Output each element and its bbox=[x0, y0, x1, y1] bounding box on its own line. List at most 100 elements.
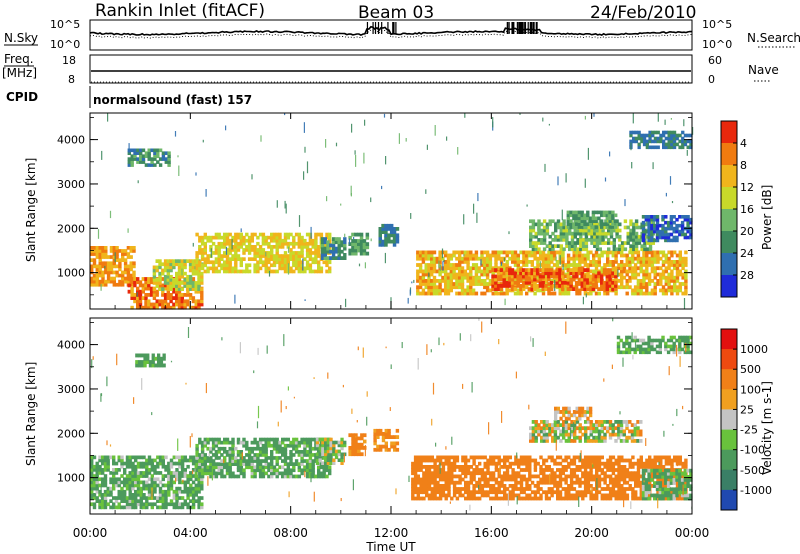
heatmap-cell bbox=[289, 450, 293, 454]
heatmap-cell bbox=[239, 238, 243, 243]
heatmap-cell bbox=[480, 455, 485, 460]
heatmap-cell bbox=[489, 471, 493, 476]
heatmap-cell bbox=[178, 489, 182, 494]
heatmap-cell bbox=[656, 256, 660, 261]
heatmap-cell bbox=[231, 456, 235, 460]
heatmap-cell bbox=[138, 302, 143, 307]
heatmap-cell bbox=[497, 461, 501, 466]
heatmap-cell bbox=[203, 465, 207, 470]
heatmap-cell bbox=[637, 133, 641, 138]
heatmap-cell bbox=[555, 277, 559, 282]
heatmap-cell bbox=[117, 502, 121, 507]
heatmap-speckle bbox=[477, 193, 479, 202]
heatmap-cell bbox=[139, 502, 143, 507]
heatmap-cell bbox=[183, 262, 187, 267]
heatmap-cell bbox=[169, 486, 174, 491]
heatmap-cell bbox=[636, 253, 641, 258]
heatmap-cell bbox=[379, 444, 383, 449]
heatmap-cell bbox=[281, 238, 285, 243]
heatmap-cell bbox=[651, 145, 655, 150]
heatmap-cell bbox=[275, 260, 279, 265]
heatmap-cell bbox=[270, 238, 274, 243]
heatmap-cell bbox=[197, 305, 201, 310]
heatmap-cell bbox=[550, 458, 554, 463]
heatmap-cell bbox=[303, 437, 307, 442]
heatmap-cell bbox=[147, 483, 152, 488]
heatmap-cell bbox=[513, 271, 517, 276]
heatmap-cell bbox=[118, 258, 122, 262]
heatmap-cell bbox=[640, 247, 644, 252]
heatmap-cell bbox=[294, 446, 299, 451]
heatmap-cell bbox=[511, 493, 515, 498]
heatmap-cell bbox=[561, 260, 565, 264]
heatmap-cell bbox=[133, 157, 137, 161]
heatmap-cell bbox=[275, 437, 279, 442]
heatmap-cell bbox=[569, 213, 573, 218]
heatmap-cell bbox=[167, 502, 171, 507]
heatmap-cell bbox=[264, 443, 268, 448]
heatmap-cell bbox=[141, 289, 145, 294]
heatmap-cell bbox=[466, 256, 470, 261]
heatmap-cell bbox=[156, 505, 160, 510]
heatmap-cell bbox=[155, 305, 159, 310]
heatmap-cell bbox=[275, 269, 279, 274]
heatmap-cell bbox=[183, 502, 187, 507]
heatmap-cell bbox=[633, 269, 638, 274]
heatmap-cell bbox=[106, 489, 110, 494]
heatmap-cell bbox=[612, 241, 616, 245]
heatmap-cell bbox=[231, 440, 235, 445]
heatmap-cell bbox=[270, 257, 274, 261]
heatmap-cell bbox=[217, 437, 221, 442]
heatmap-cell bbox=[558, 484, 563, 488]
heatmap-cell bbox=[689, 142, 693, 147]
heatmap-cell bbox=[101, 499, 105, 503]
heatmap-cell bbox=[533, 461, 538, 466]
heatmap-cell bbox=[211, 269, 216, 274]
heatmap-cell bbox=[595, 238, 600, 242]
heatmap-cell bbox=[637, 136, 641, 141]
heatmap-cell bbox=[326, 437, 330, 442]
heatmap-cell bbox=[491, 474, 496, 479]
heatmap-cell bbox=[569, 487, 574, 491]
heatmap-cell bbox=[447, 471, 451, 476]
heatmap-speckle bbox=[405, 138, 407, 142]
heatmap-cell bbox=[550, 471, 554, 476]
heatmap-cell bbox=[264, 263, 268, 268]
heatmap-cell bbox=[340, 243, 344, 248]
heatmap-cell bbox=[530, 474, 535, 479]
heatmap-cell bbox=[534, 247, 538, 252]
heatmap-cell bbox=[326, 461, 330, 465]
heatmap-cell bbox=[300, 263, 304, 268]
heatmap-cell bbox=[673, 263, 677, 267]
heatmap-cell bbox=[343, 440, 347, 445]
heatmap-cell bbox=[516, 291, 520, 296]
heatmap-cell bbox=[145, 461, 149, 466]
heatmap-cell bbox=[294, 462, 299, 466]
heatmap-cell bbox=[337, 237, 341, 241]
heatmap-cell bbox=[381, 432, 386, 436]
heatmap-cell bbox=[600, 210, 604, 215]
heatmap-cell bbox=[533, 256, 537, 261]
heatmap-cell bbox=[583, 484, 588, 488]
heatmap-cell bbox=[519, 455, 524, 460]
heatmap-cell bbox=[261, 232, 266, 237]
heatmap-cell bbox=[145, 486, 149, 491]
heatmap-cell bbox=[539, 250, 543, 255]
heatmap-cell bbox=[98, 273, 102, 278]
heatmap-cell bbox=[636, 272, 641, 277]
heatmap-cell bbox=[664, 235, 668, 240]
heatmap-cell bbox=[186, 274, 190, 279]
heatmap-cell bbox=[156, 496, 160, 500]
heatmap-cell bbox=[636, 285, 641, 290]
heatmap-cell bbox=[329, 249, 333, 254]
heatmap-cell bbox=[491, 461, 496, 466]
heatmap-cell bbox=[631, 291, 635, 296]
heatmap-cell bbox=[315, 440, 320, 445]
heatmap-cell bbox=[564, 468, 568, 472]
heatmap-cell bbox=[98, 270, 102, 275]
heatmap-cell bbox=[549, 284, 554, 288]
heatmap-cell bbox=[491, 274, 495, 279]
heatmap-cell bbox=[529, 244, 533, 248]
heatmap-cell bbox=[485, 250, 490, 255]
